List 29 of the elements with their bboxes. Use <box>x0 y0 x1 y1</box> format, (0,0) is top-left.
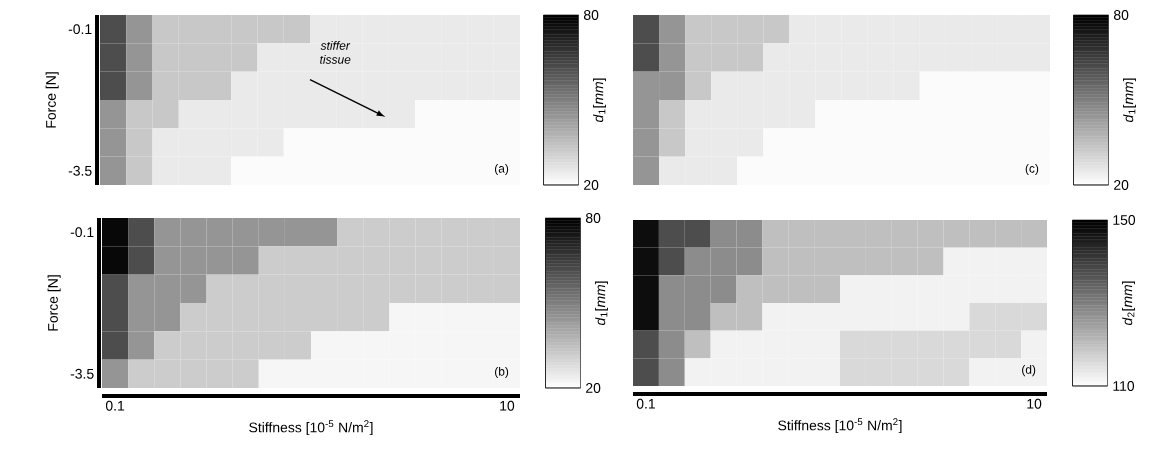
annotation: stiffer tissue <box>320 41 351 64</box>
x-tick-label: 0.1 <box>636 398 655 409</box>
x-tick-label: 0.1 <box>105 400 125 411</box>
color-bar-label: 80 <box>1113 10 1129 20</box>
y-axis-title: Force [N] <box>45 72 59 128</box>
color-bar-label: 20 <box>584 180 599 190</box>
color-bar-title: d$_{2}$[mm] <box>1122 281 1136 326</box>
color-bar-label: 150 <box>1113 215 1136 225</box>
x-tick-label: 10 <box>500 400 515 411</box>
color-bar-title: d$_{1}$[mm] <box>595 281 609 326</box>
x-axis-title: Stiffness [10$^{-5}$ N/m$^{2}$] <box>778 418 902 434</box>
x-axis-title: Stiffness [10$^{-5}$ N/m$^{2}$] <box>249 420 373 436</box>
y-tick-label: -3.5 <box>70 368 94 379</box>
y-axis-title: Force [N] <box>47 275 61 331</box>
color-bar-label: 110 <box>1113 381 1135 391</box>
color-bar-title: d$_{1}$[mm] <box>1123 78 1137 123</box>
annotation: (b) <box>495 366 509 379</box>
color-bar-label: 80 <box>583 10 599 20</box>
y-tick-label: -0.1 <box>70 227 94 238</box>
color-bar-label: 20 <box>1114 180 1129 190</box>
annotation: (a) <box>494 163 509 176</box>
color-bar-label: 20 <box>586 383 601 393</box>
annotation: (d) <box>1022 365 1036 377</box>
y-tick-label: -0.1 <box>68 24 92 35</box>
color-bar-label: 80 <box>585 213 601 223</box>
y-tick-label: -3.5 <box>68 165 92 176</box>
annotation: (c) <box>1025 163 1039 176</box>
x-tick-label: 10 <box>1027 398 1042 409</box>
color-bar-title: d$_{1}$[mm] <box>593 78 607 123</box>
